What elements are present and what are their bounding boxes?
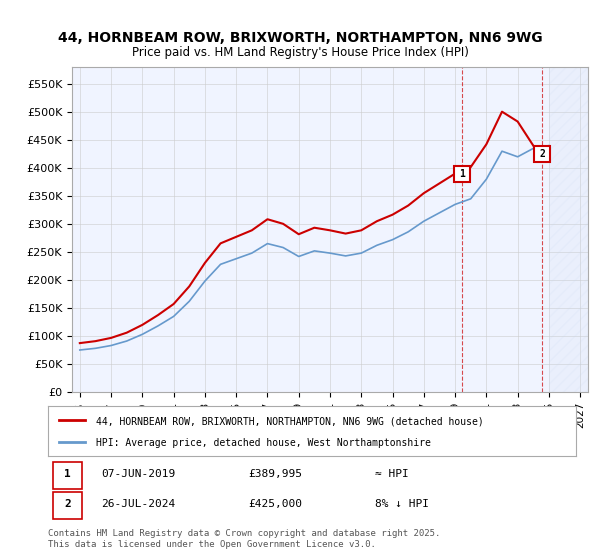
Text: HPI: Average price, detached house, West Northamptonshire: HPI: Average price, detached house, West… [95,438,430,449]
Text: Contains HM Land Registry data © Crown copyright and database right 2025.
This d: Contains HM Land Registry data © Crown c… [48,529,440,549]
Text: 2: 2 [64,500,71,509]
Text: 44, HORNBEAM ROW, BRIXWORTH, NORTHAMPTON, NN6 9WG: 44, HORNBEAM ROW, BRIXWORTH, NORTHAMPTON… [58,31,542,45]
Text: 44, HORNBEAM ROW, BRIXWORTH, NORTHAMPTON, NN6 9WG (detached house): 44, HORNBEAM ROW, BRIXWORTH, NORTHAMPTON… [95,416,483,426]
Bar [549,67,588,392]
Text: 8% ↓ HPI: 8% ↓ HPI [376,500,430,509]
FancyBboxPatch shape [53,462,82,489]
Text: Price paid vs. HM Land Registry's House Price Index (HPI): Price paid vs. HM Land Registry's House … [131,46,469,59]
Text: £425,000: £425,000 [248,500,302,509]
Text: 1: 1 [459,169,465,179]
FancyBboxPatch shape [53,492,82,519]
Text: ≈ HPI: ≈ HPI [376,469,409,479]
Text: 1: 1 [64,469,71,479]
Text: 2: 2 [539,149,545,159]
Text: 26-JUL-2024: 26-JUL-2024 [101,500,175,509]
Text: 07-JUN-2019: 07-JUN-2019 [101,469,175,479]
Text: £389,995: £389,995 [248,469,302,479]
